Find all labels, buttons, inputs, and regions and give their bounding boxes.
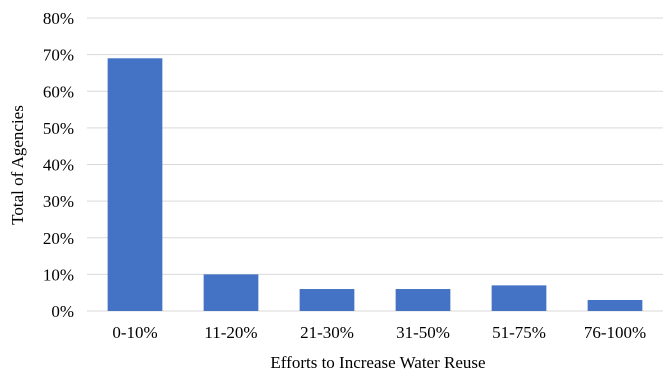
x-axis-ticks: 0-10% 11-20% 21-30% 31-50% 51-75% 76-100% bbox=[112, 323, 646, 342]
x-tick-label: 76-100% bbox=[584, 323, 646, 342]
x-tick-label: 11-20% bbox=[204, 323, 257, 342]
bar-76-100% bbox=[587, 300, 643, 311]
bar-11-20% bbox=[203, 274, 259, 311]
bar-31-50% bbox=[395, 289, 451, 311]
bar-0-10% bbox=[107, 58, 163, 311]
x-tick-label: 31-50% bbox=[396, 323, 450, 342]
y-tick-label: 20% bbox=[43, 229, 74, 248]
y-tick-label: 10% bbox=[43, 265, 74, 284]
y-tick-label: 50% bbox=[43, 119, 74, 138]
y-tick-label: 0% bbox=[51, 302, 74, 321]
y-tick-label: 60% bbox=[43, 82, 74, 101]
y-tick-label: 40% bbox=[43, 156, 74, 175]
gridlines bbox=[87, 17, 663, 312]
bar-51-75% bbox=[491, 285, 547, 311]
x-axis-title: Efforts to Increase Water Reuse bbox=[270, 353, 485, 372]
bar-21-30% bbox=[299, 289, 355, 311]
x-tick-label: 21-30% bbox=[300, 323, 354, 342]
y-tick-label: 70% bbox=[43, 46, 74, 65]
y-axis-title: Total of Agencies bbox=[8, 105, 27, 225]
y-tick-label: 80% bbox=[43, 9, 74, 28]
bars bbox=[107, 58, 643, 311]
x-tick-label: 51-75% bbox=[492, 323, 546, 342]
y-tick-label: 30% bbox=[43, 192, 74, 211]
y-axis-ticks: 0% 10% 20% 30% 40% 50% 60% 70% 80% bbox=[43, 9, 74, 321]
x-tick-label: 0-10% bbox=[112, 323, 157, 342]
